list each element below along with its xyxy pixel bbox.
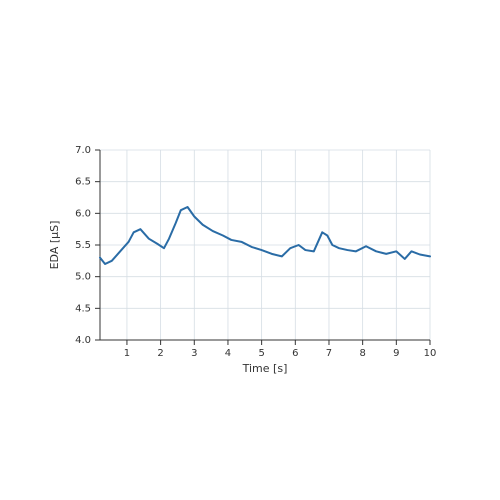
svg-text:4: 4 xyxy=(225,348,231,359)
svg-text:6.5: 6.5 xyxy=(75,177,91,188)
svg-text:5.5: 5.5 xyxy=(75,240,91,251)
svg-text:1: 1 xyxy=(124,348,130,359)
svg-text:8: 8 xyxy=(359,348,365,359)
svg-text:7: 7 xyxy=(326,348,332,359)
svg-text:6: 6 xyxy=(292,348,298,359)
svg-text:2: 2 xyxy=(157,348,163,359)
svg-text:5: 5 xyxy=(258,348,264,359)
y-axis-label: EDA [μS] xyxy=(48,221,61,270)
eda-line-chart: 1 2 3 4 5 6 7 8 9 10 Time [s] 4.0 4.5 5.0 5.5 6.0 6.5 7.0… xyxy=(0,0,500,500)
svg-text:9: 9 xyxy=(393,348,399,359)
svg-text:4.0: 4.0 xyxy=(75,335,91,346)
svg-text:3: 3 xyxy=(191,348,197,359)
svg-text:10: 10 xyxy=(424,348,437,359)
svg-text:5.0: 5.0 xyxy=(75,272,91,283)
svg-text:7.0: 7.0 xyxy=(75,145,91,156)
svg-text:6.0: 6.0 xyxy=(75,208,91,219)
chart-container: 1 2 3 4 5 6 7 8 9 10 Time [s] 4.0 4.5 5.0 5.5 6.0 6.5 7.0… xyxy=(0,0,500,500)
svg-text:4.5: 4.5 xyxy=(75,303,91,314)
x-axis-label: Time [s] xyxy=(242,362,288,375)
